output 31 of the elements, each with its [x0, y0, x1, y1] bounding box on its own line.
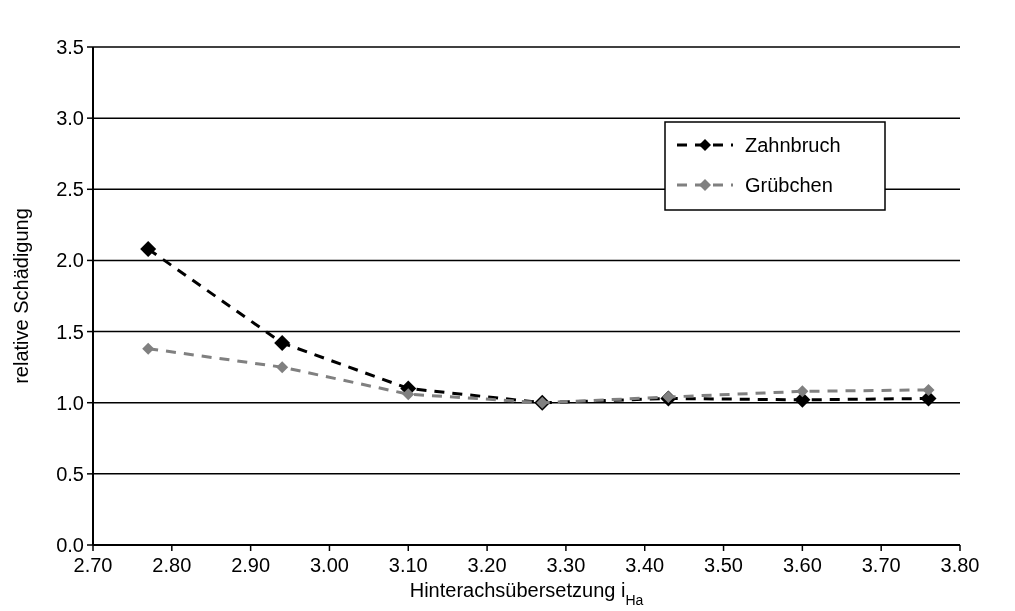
point — [922, 383, 935, 396]
x-tick-label: 2.70 — [73, 554, 113, 576]
x-tick-label: 3.30 — [546, 554, 586, 576]
legend-label: Zahnbruch — [745, 134, 841, 156]
y-tick-label: 3.5 — [56, 36, 84, 58]
x-tick-label: 3.70 — [861, 554, 901, 576]
point — [140, 241, 157, 258]
point — [274, 334, 291, 351]
y-tick-label: 0.0 — [56, 534, 84, 556]
x-tick-label: 3.10 — [388, 554, 428, 576]
point — [142, 342, 155, 355]
x-tick-label: 2.90 — [231, 554, 271, 576]
y-tick-label: 1.0 — [56, 391, 84, 414]
x-tick-label: 3.50 — [704, 554, 744, 576]
x-tick-label: 3.40 — [625, 554, 665, 576]
point — [796, 385, 809, 398]
y-axis-title: relative Schädigung — [10, 208, 32, 384]
point — [276, 361, 289, 374]
x-tick-label: 3.00 — [309, 554, 349, 576]
y-tick-label: 3.0 — [56, 107, 84, 130]
x-tick-label: 3.60 — [782, 554, 822, 576]
y-tick-label: 0.5 — [56, 462, 84, 485]
x-axis-title: Hinterachsübersetzung i$_{Ha}$ — [409, 579, 644, 608]
y-tick-label: 1.5 — [56, 320, 84, 343]
x-tick-label: 3.20 — [467, 554, 507, 576]
x-tick-label: 3.80 — [940, 554, 980, 576]
legend-label: Grübchen — [745, 174, 833, 196]
x-tick-label: 2.80 — [152, 554, 192, 576]
y-tick-label: 2.5 — [56, 178, 84, 201]
y-tick-label: 2.0 — [56, 249, 84, 272]
point — [402, 388, 415, 401]
